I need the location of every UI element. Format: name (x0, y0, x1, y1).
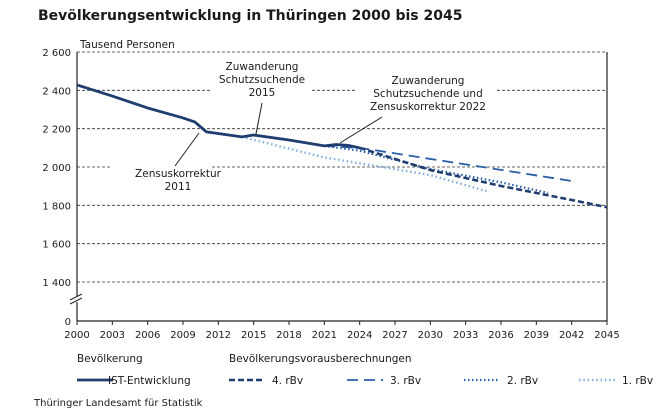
legend-label: 4. rBv (272, 375, 303, 387)
annotation-zensus-2011: Zensuskorrektur 2011 (135, 168, 222, 193)
x-tick-label: 2021 (312, 330, 337, 341)
x-tick-label: 2036 (488, 330, 513, 341)
x-tick-label: 2009 (170, 330, 195, 341)
x-tick-label: 2018 (276, 330, 301, 341)
annotation-2022: Zuwanderung Schutzsuchende und Zensuskorre… (370, 75, 486, 113)
x-tick-label: 2039 (524, 330, 549, 341)
annotation-pointer (174, 132, 200, 167)
y-tick-label: 2 000 (42, 163, 71, 174)
series-line-ist-entwicklung (76, 83, 360, 150)
x-tick-label: 2027 (382, 330, 407, 341)
y-tick-label: 2 600 (42, 48, 71, 59)
x-tick-label: 2045 (594, 330, 619, 341)
axis-break-mark (69, 293, 83, 301)
series-line-3-rbv (324, 145, 572, 182)
annotation-pointer (339, 116, 383, 144)
y-tick-label: 1 800 (42, 201, 71, 212)
series-line-1-rbv (241, 135, 490, 194)
legend-group-label: Bevölkerungsvorausberechnungen (229, 353, 412, 365)
legend-label: 2. rBv (507, 375, 538, 387)
x-tick-label: 2030 (418, 330, 443, 341)
y-tick-label: 2 200 (42, 125, 71, 136)
legend-group-label: Bevölkerung (77, 353, 143, 365)
y-tick-label: 1 600 (42, 240, 71, 251)
legend-label: IST-Entwicklung (108, 375, 191, 387)
x-tick-label: 2024 (347, 330, 372, 341)
legend-label: 1. rBv (622, 375, 653, 387)
annotation-pointer (255, 102, 263, 135)
axis-break-gap (71, 296, 83, 302)
annotation-schutzsuchende-2015: Zuwanderung Schutzsuchende 2015 (219, 61, 305, 99)
axis-break-mark (69, 297, 83, 305)
series-line-4-rbv (359, 146, 608, 209)
series-line-2-rbv (324, 144, 549, 194)
x-tick-label: 2006 (135, 330, 160, 341)
chart-title: Bevölkerungsentwicklung in Thüringen 200… (38, 8, 463, 24)
y-tick-label: 2 400 (42, 86, 71, 97)
legend-label: 3. rBv (390, 375, 421, 387)
annotation-background (110, 152, 210, 192)
y-tick-label: 0 (65, 317, 71, 328)
source-note: Thüringer Landesamt für Statistik (34, 398, 203, 409)
line-chart: 2 600 2 400 2 200 2 000 1 800 1 600 1 400 0 Taus… (42, 39, 653, 387)
x-tick-label: 2012 (206, 330, 231, 341)
y-tick-label: 1 400 (42, 278, 71, 289)
x-tick-label: 2003 (100, 330, 125, 341)
x-tick-label: 2042 (559, 330, 584, 341)
x-tick-label: 2000 (64, 330, 89, 341)
x-tick-label: 2033 (453, 330, 478, 341)
y-axis-label: Tausend Personen (79, 39, 175, 51)
x-tick-label: 2015 (241, 330, 266, 341)
annotation-background (212, 58, 312, 106)
annotation-background (355, 72, 495, 120)
